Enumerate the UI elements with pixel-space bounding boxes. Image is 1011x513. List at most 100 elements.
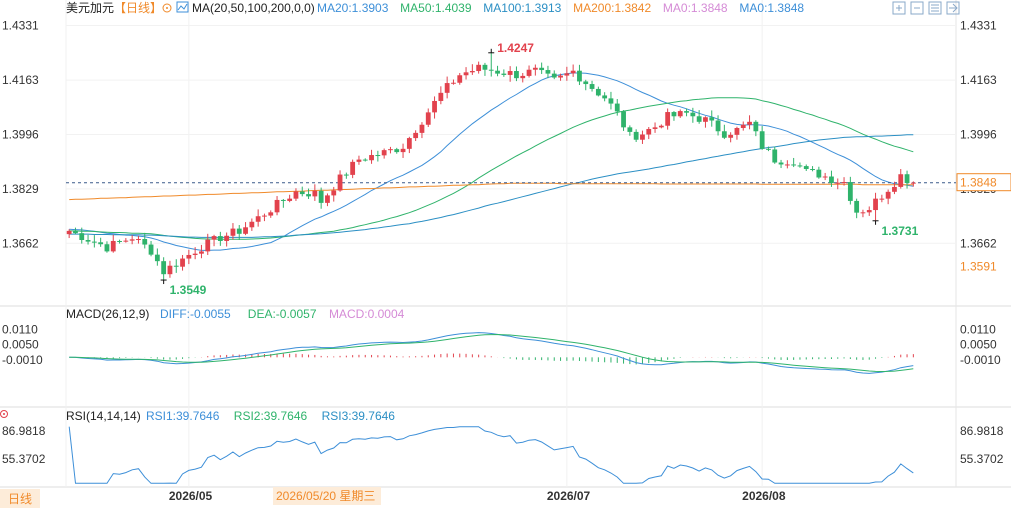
candle (413, 130, 419, 142)
candle-body (343, 174, 349, 176)
settings-icon[interactable] (162, 3, 172, 13)
candle-body (677, 111, 683, 117)
candle-body (406, 138, 412, 149)
ma-line-ma50 (69, 97, 914, 240)
candle (715, 115, 721, 136)
candle (91, 235, 97, 248)
candle (476, 61, 482, 74)
candle-body (753, 121, 759, 132)
candle (910, 181, 916, 187)
candle (507, 66, 513, 82)
candle-body (154, 254, 160, 262)
candle (211, 234, 217, 247)
candle-body (331, 190, 337, 196)
candle-body (217, 236, 223, 241)
candle (381, 148, 387, 159)
candle-body (539, 67, 545, 71)
candle-body (123, 240, 129, 242)
candle (180, 254, 185, 271)
candle-body (91, 241, 97, 243)
candle-body (854, 200, 860, 213)
price-tick-left: 1.3829 (2, 182, 39, 196)
candle-body (627, 127, 633, 132)
candle (236, 225, 242, 240)
candle-body (835, 182, 841, 184)
fullscreen-icon[interactable] (928, 1, 942, 15)
candle-body (148, 244, 154, 255)
cursor-date-box (273, 487, 381, 505)
shrink-icon[interactable] (910, 1, 924, 15)
candle-body (451, 82, 456, 84)
candle-body (558, 75, 563, 78)
candle-body (829, 176, 834, 184)
candle-body (432, 100, 437, 113)
candle-body (652, 127, 658, 129)
candle-body (66, 230, 72, 235)
candle-body (274, 199, 280, 213)
candle (110, 234, 116, 253)
candle-body (658, 125, 664, 128)
rsi-tick-left: 55.3702 (2, 452, 46, 466)
candle (829, 170, 834, 187)
macd-title: MACD(26,12,9) (66, 307, 149, 321)
candle-body (728, 134, 734, 138)
ma-line-ma200 (69, 182, 914, 201)
candle (602, 92, 608, 102)
candle-body (337, 174, 343, 191)
candle (255, 209, 261, 227)
price-tick-left: 1.3662 (2, 236, 39, 250)
candle (243, 222, 248, 236)
candle-body (810, 169, 815, 171)
period-button[interactable]: 日线 (0, 489, 40, 508)
expand-icon[interactable] (892, 1, 906, 15)
candle-body (520, 75, 526, 79)
macd-tick-left: 0.0110 (2, 323, 38, 337)
macd-dea-line (69, 333, 914, 373)
candle-body (514, 71, 519, 79)
candle (551, 70, 557, 80)
candle-body (79, 233, 85, 240)
macd-tick-left: 0.0050 (2, 338, 39, 352)
candle (526, 65, 532, 78)
candle-body (747, 121, 752, 125)
candle-body (879, 198, 885, 200)
date-tick: 2026/08 (742, 489, 786, 503)
candle-body (444, 83, 450, 93)
candle (129, 235, 135, 245)
candle-body (243, 227, 248, 234)
candle (747, 115, 752, 130)
candle-body (860, 212, 866, 214)
candle-body (457, 75, 463, 83)
candle-body (350, 161, 356, 175)
candle-body (734, 128, 740, 135)
candle-body (375, 155, 381, 157)
candle (350, 159, 356, 179)
candle (199, 244, 204, 259)
candle-body (772, 149, 778, 163)
price-tick-right: 1.4163 (960, 73, 997, 87)
rsi-title: RSI(14,14,14) (66, 409, 141, 423)
candle (784, 160, 790, 169)
ma-legend-item: MA0:1.3848 (663, 1, 728, 15)
candle (362, 158, 368, 162)
candle-body (715, 120, 721, 132)
candle (287, 194, 293, 203)
candle-body (469, 71, 475, 73)
candle-body (501, 73, 507, 75)
candle (873, 192, 878, 221)
candle (406, 136, 412, 154)
candle (583, 79, 589, 91)
candle (709, 110, 715, 127)
rsi-settings-icon[interactable] (0, 410, 8, 418)
macd-tick-left: -0.0010 (2, 353, 43, 367)
rsi-tick-right: 86.9818 (960, 424, 1004, 438)
price-tag: 1.3848 (960, 176, 997, 190)
candle-body (161, 261, 167, 275)
indicator-chart-icon[interactable] (176, 1, 189, 13)
menu-icon[interactable] (946, 1, 960, 15)
candle-body (318, 190, 324, 203)
price-tick-left: 1.4163 (2, 73, 39, 87)
candle (879, 194, 885, 203)
candle-body (381, 150, 387, 156)
candle (274, 196, 280, 216)
